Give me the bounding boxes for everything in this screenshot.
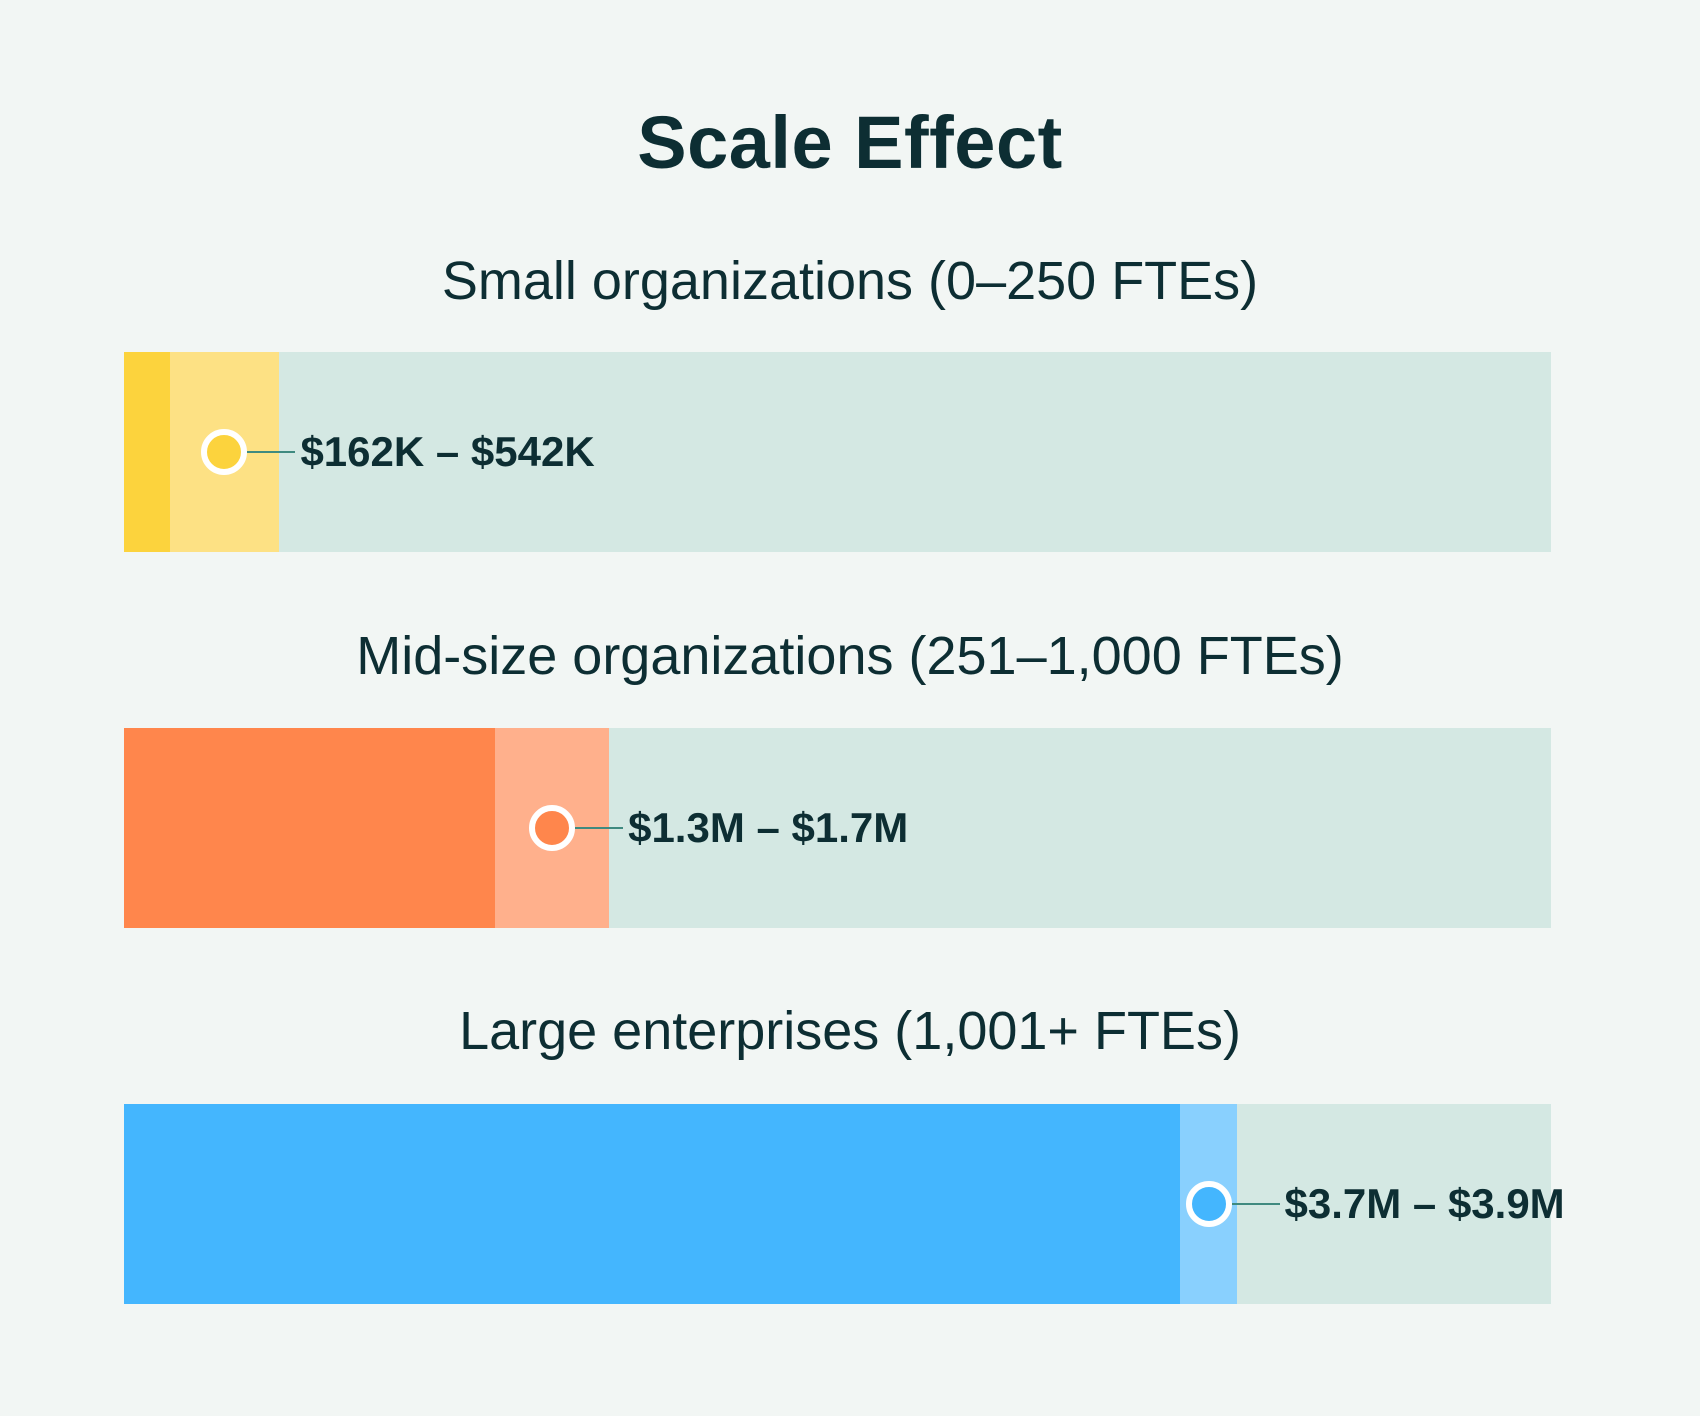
range-marker <box>1185 1181 1232 1227</box>
bar-low-segment <box>124 728 496 928</box>
leader-line <box>575 827 624 829</box>
data-label: $1.3M – $1.7M <box>628 804 909 851</box>
bar-track: $3.7M – $3.9M <box>124 1104 1565 1304</box>
bar-low-segment <box>124 352 171 552</box>
data-label: $3.7M – $3.9M <box>1284 1180 1565 1227</box>
bar-track: $162K – $542K <box>124 352 1551 552</box>
range-marker <box>201 429 248 475</box>
category-title: Large enterprises (1,001+ FTEs) <box>459 1001 1241 1061</box>
bar-low-segment <box>124 1104 1180 1304</box>
bar-track: $1.3M – $1.7M <box>124 728 1551 928</box>
data-label: $162K – $542K <box>300 428 595 475</box>
category-title: Small organizations (0–250 FTEs) <box>441 251 1259 311</box>
leader-line <box>247 451 296 453</box>
range-marker <box>529 805 576 851</box>
leader-line <box>1231 1203 1280 1205</box>
chart-title: Scale Effect <box>637 101 1063 184</box>
category-title: Mid-size organizations (251–1,000 FTEs) <box>356 626 1344 686</box>
